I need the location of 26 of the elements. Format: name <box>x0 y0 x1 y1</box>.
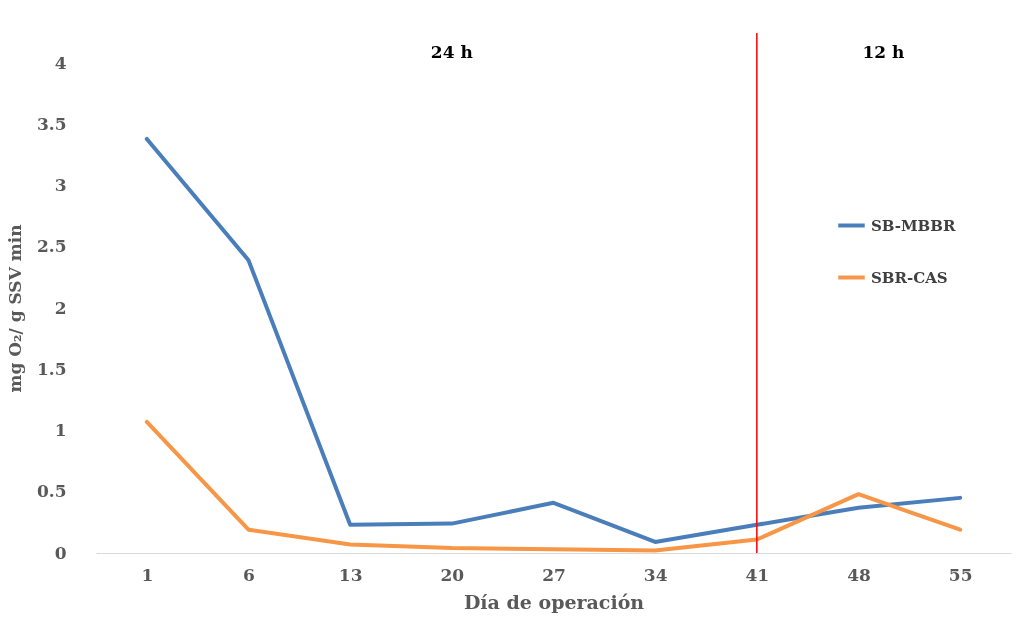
x-tick-label: 55 <box>948 564 973 585</box>
x-tick-label: 41 <box>745 564 770 585</box>
x-tick-label: 6 <box>243 564 255 585</box>
y-tick-label: 2 <box>54 297 67 318</box>
x-tick-label: 48 <box>847 564 871 585</box>
y-tick-label: 0.5 <box>36 481 67 502</box>
x-tick-label: 34 <box>643 564 668 585</box>
y-tick-label: 3 <box>54 175 67 195</box>
y-tick-label: 0 <box>54 542 67 563</box>
y-tick-label: 3.5 <box>36 113 67 134</box>
x-tick-label: 13 <box>338 564 363 585</box>
x-axis-title: Día de operación <box>463 590 645 613</box>
text: 24 h <box>430 42 473 62</box>
text: 12 h <box>862 42 905 62</box>
x-tick-label: 20 <box>440 564 465 585</box>
line-series <box>144 136 963 544</box>
y-tick-label: 1.5 <box>36 358 67 379</box>
y-tick-label: 2.5 <box>36 236 67 257</box>
y-tick-label: 4 <box>54 52 67 73</box>
x-tick-label: 1 <box>141 564 154 585</box>
legend-label: SBR-CAS <box>871 268 948 287</box>
legend-label: SB-MBBR <box>871 216 956 235</box>
x-tick-label: 27 <box>542 564 566 585</box>
y-tick-label: 1 <box>54 420 67 440</box>
y-axis-title: mg O₂/ g SSV min <box>4 224 25 393</box>
line-series <box>144 419 963 553</box>
